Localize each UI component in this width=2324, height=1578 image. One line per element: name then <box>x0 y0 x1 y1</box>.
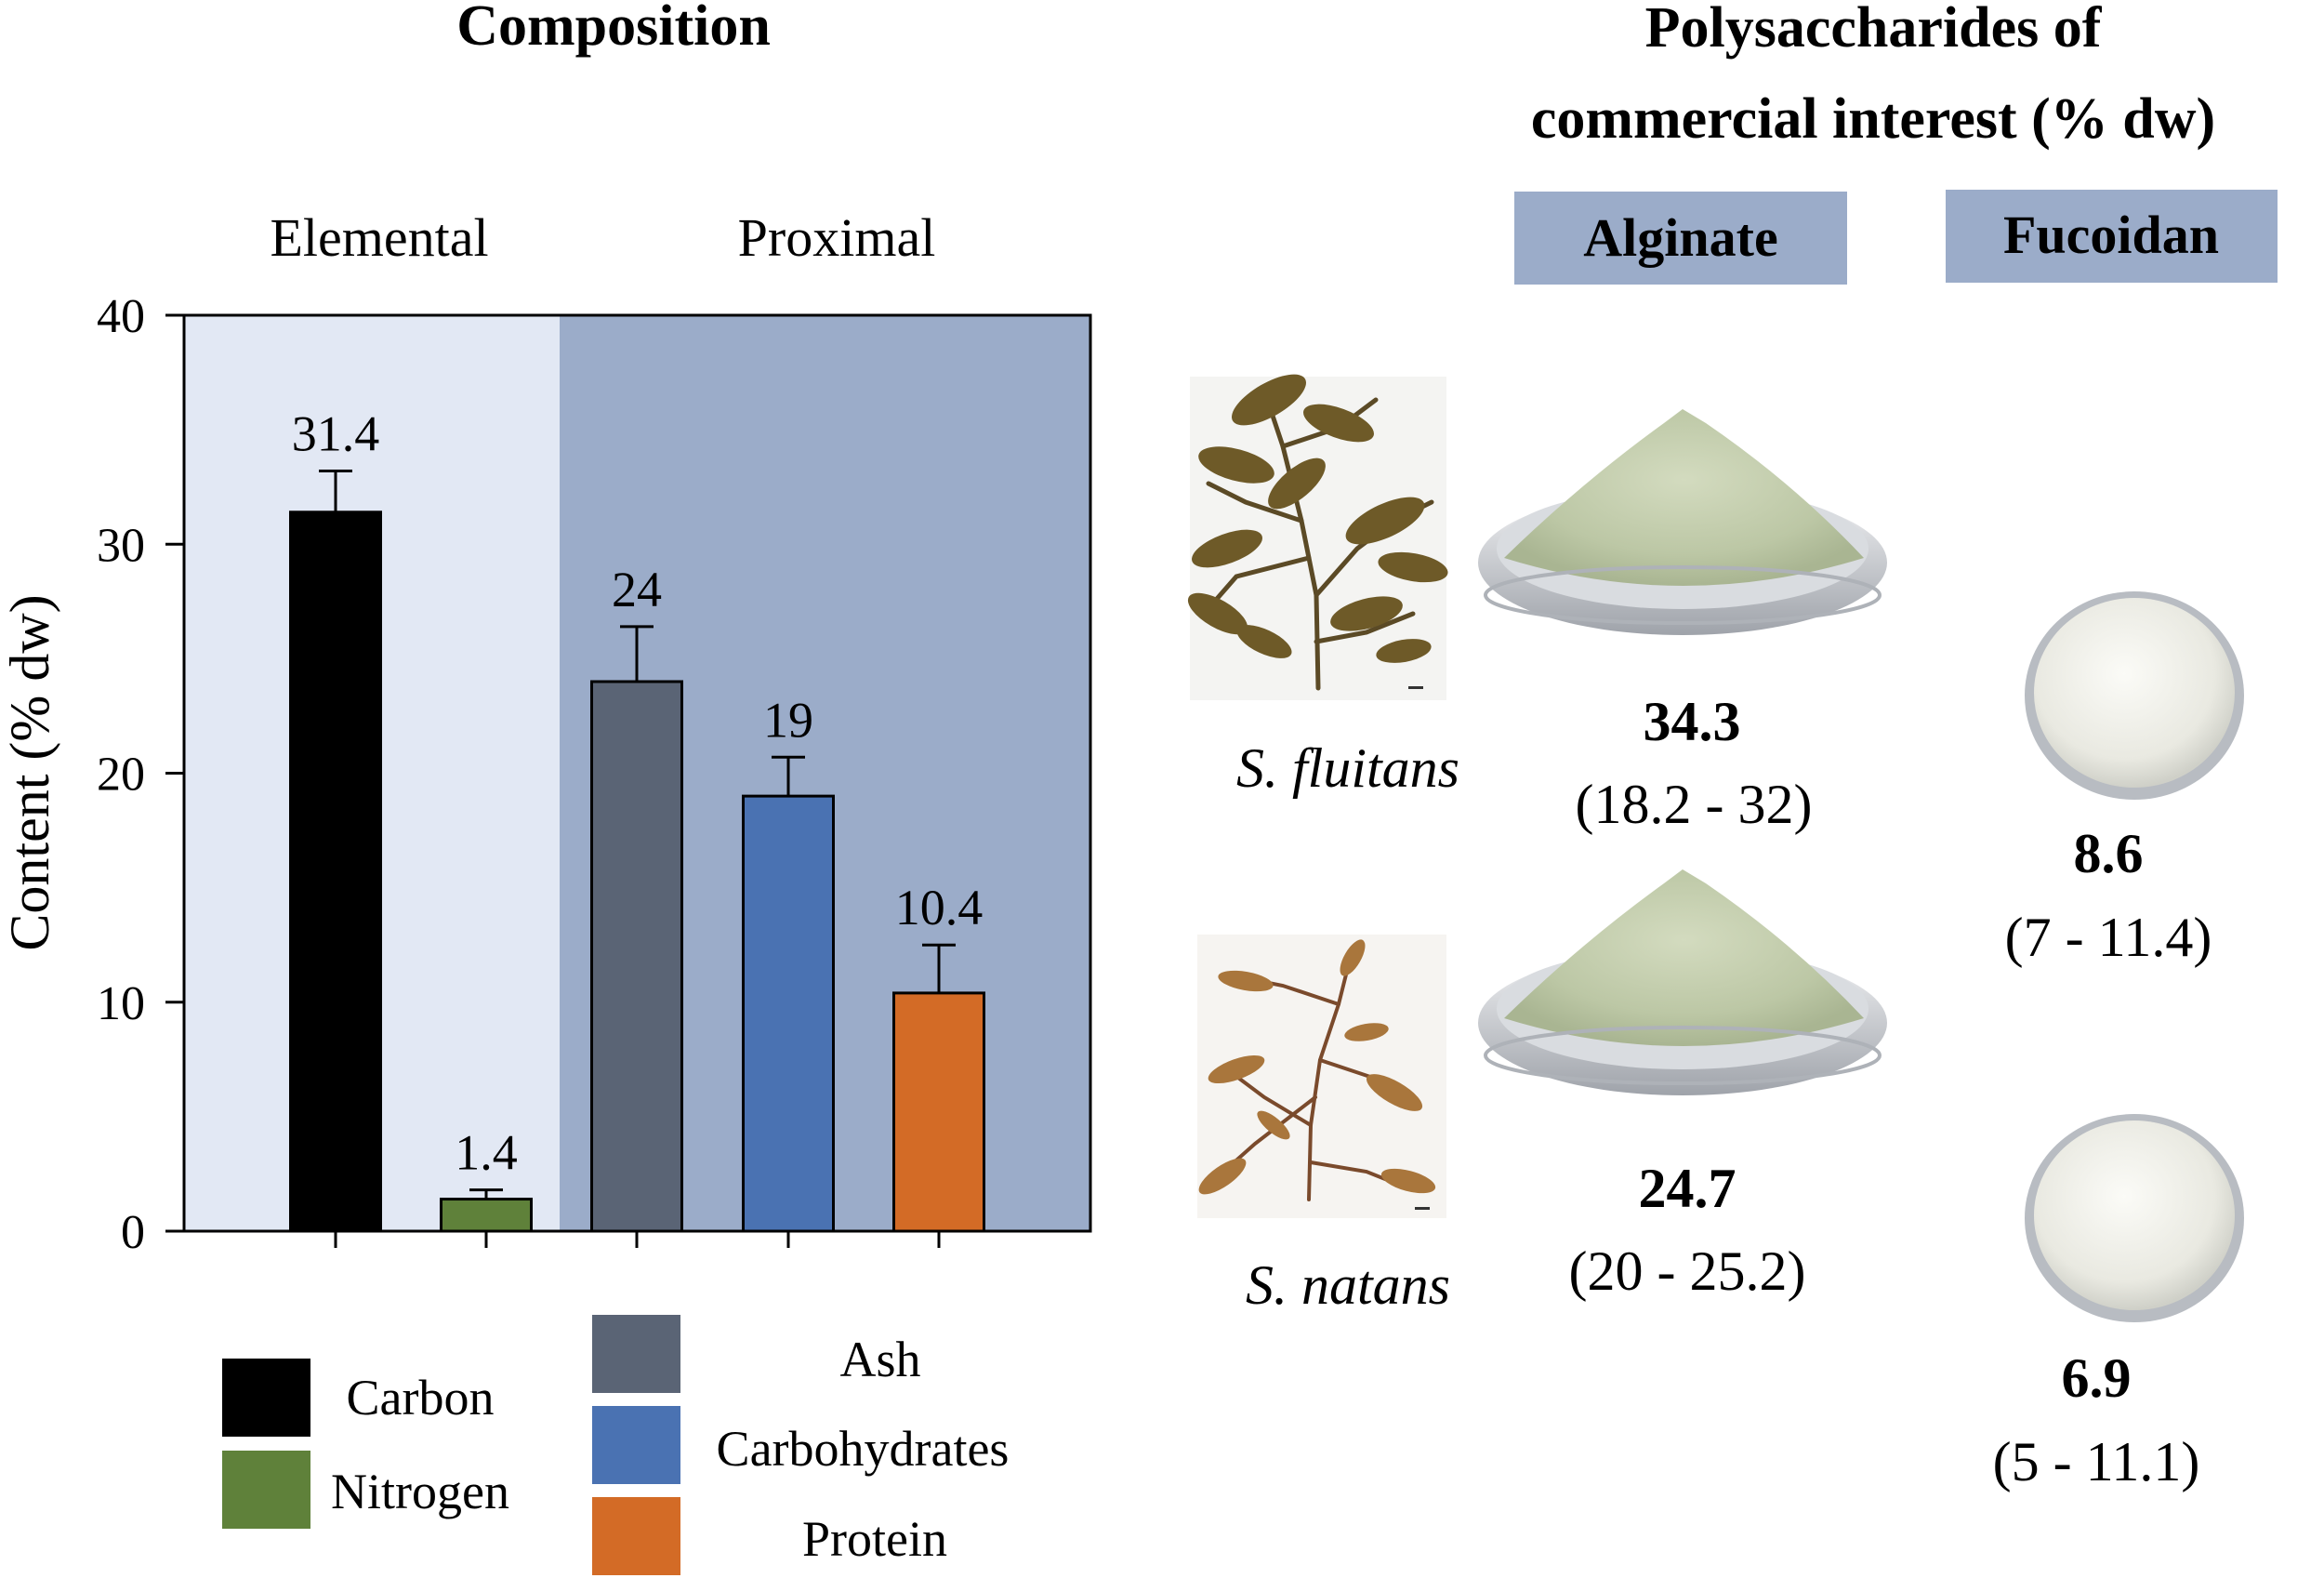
species-name-s-fluitans: S. fluitans <box>1236 737 1459 799</box>
y-tick-label: 10 <box>97 977 145 1030</box>
legend-label: Protein <box>802 1511 947 1567</box>
fucoidan-header-box <box>1946 190 2278 283</box>
bar-protein <box>892 991 985 1233</box>
bar-carbon <box>289 511 382 1233</box>
bar-ash <box>590 680 683 1233</box>
fucoidan-value-s-fluitans: 8.6 <box>2074 823 2144 884</box>
error-bar <box>620 625 654 682</box>
error-bar <box>922 943 956 993</box>
legend-label: Carbon <box>347 1370 495 1426</box>
alginate-dish-2 <box>1478 869 1887 1095</box>
fucoidan-range-s-fluitans: (7 - 11.4) <box>2005 907 2212 968</box>
legend-swatch <box>222 1359 310 1437</box>
y-tick-label: 40 <box>97 290 145 343</box>
alginate-header: Alginate <box>1583 207 1777 268</box>
legend-swatch <box>592 1497 680 1575</box>
fucoidan-dish-1 <box>2025 591 2244 800</box>
legend-item-nitrogen: Nitrogen <box>222 1451 509 1529</box>
polysaccharides-title-line2: commercial interest (% dw) <box>1531 87 2215 151</box>
y-axis-label: Content (% dw) <box>0 594 60 950</box>
legend-label: Nitrogen <box>331 1464 509 1519</box>
data-label: 31.4 <box>292 405 380 461</box>
alginate-value-s-fluitans: 34.3 <box>1644 691 1741 752</box>
data-label: 19 <box>763 692 813 748</box>
legend-swatch <box>592 1315 680 1393</box>
fucoidan-header: Fucoidan <box>2003 205 2219 265</box>
bar-carbohydrates <box>742 794 835 1233</box>
polysaccharides-title-line1: Polysaccharides of <box>1645 0 2103 60</box>
data-label: 10.4 <box>895 880 984 935</box>
legend-item-carbon: Carbon <box>222 1359 494 1437</box>
error-bar <box>319 469 352 512</box>
data-label: 1.4 <box>455 1125 518 1181</box>
species-name-s-natans: S. natans <box>1246 1254 1450 1316</box>
legend: Carbon Nitrogen Ash Carbohydrates Protein <box>222 1315 1009 1575</box>
error-bar <box>469 1188 503 1200</box>
fucoidan-dish-2 <box>2025 1114 2244 1322</box>
y-tick-label: 20 <box>97 749 145 802</box>
legend-swatch <box>222 1451 310 1529</box>
alginate-dish-1 <box>1478 409 1887 635</box>
alginate-range-s-natans: (20 - 25.2) <box>1569 1240 1806 1302</box>
legend-item-ash: Ash <box>592 1315 921 1393</box>
y-tick-label: 0 <box>121 1206 145 1259</box>
legend-label: Carbohydrates <box>717 1421 1010 1477</box>
legend-label: Ash <box>839 1332 920 1387</box>
legend-item-protein: Protein <box>592 1497 947 1575</box>
group-label-elemental: Elemental <box>270 207 488 268</box>
plot-area: 31.4 1.4 24 19 10.4 0 10 20 30 40 <box>97 290 1092 1259</box>
alginate-value-s-natans: 24.7 <box>1639 1158 1736 1219</box>
legend-swatch <box>592 1406 680 1484</box>
fucoidan-value-s-natans: 6.9 <box>2062 1347 2132 1409</box>
seaweed-photo-s-fluitans <box>1187 374 1448 700</box>
fucoidan-range-s-natans: (5 - 11.1) <box>1993 1431 2200 1492</box>
alginate-header-box <box>1514 192 1847 285</box>
bar-nitrogen <box>440 1198 533 1233</box>
alginate-range-s-fluitans: (18.2 - 32) <box>1576 774 1813 835</box>
error-bar <box>772 755 805 797</box>
y-tick-label: 30 <box>97 519 145 572</box>
composition-title: Composition <box>456 0 771 58</box>
legend-item-carbohydrates: Carbohydrates <box>592 1406 1009 1484</box>
seaweed-photo-s-natans <box>1197 935 1446 1218</box>
group-label-proximal: Proximal <box>738 207 936 268</box>
data-label: 24 <box>612 562 662 617</box>
